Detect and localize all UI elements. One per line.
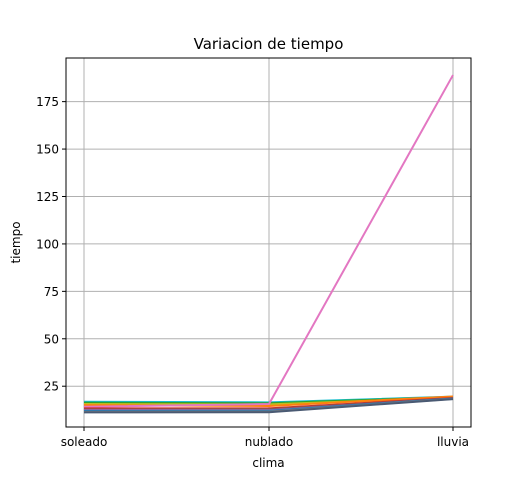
series-line	[83, 398, 454, 414]
grid	[66, 58, 471, 427]
y-axis-label: tiempo	[9, 221, 23, 263]
y-tick-label: 100	[36, 237, 59, 251]
x-tick-label: soleado	[61, 435, 108, 449]
chart-title: Variacion de tiempo	[194, 35, 344, 53]
x-tick-label: lluvia	[437, 435, 469, 449]
series-lines	[83, 74, 454, 414]
y-tick-label: 175	[36, 95, 59, 109]
x-tick-label: nublado	[245, 435, 293, 449]
y-tick-label: 150	[36, 143, 59, 157]
y-tick-label: 125	[36, 190, 59, 204]
y-tick-label: 50	[44, 332, 59, 346]
x-axis-label: clima	[252, 456, 284, 470]
series-line	[83, 74, 454, 408]
y-tick-label: 25	[44, 380, 59, 394]
x-axis-ticks: soleado nublado lluvia	[61, 427, 469, 449]
y-axis-ticks: 25 50 75 100 125 150 175	[36, 95, 66, 394]
y-tick-label: 75	[44, 285, 59, 299]
